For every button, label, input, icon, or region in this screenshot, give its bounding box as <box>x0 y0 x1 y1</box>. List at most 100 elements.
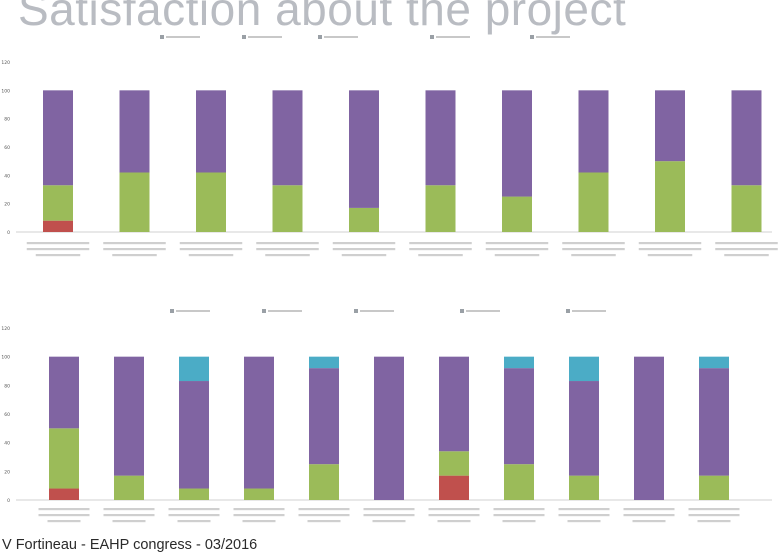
bar-segment <box>309 357 339 368</box>
category-label-blur <box>689 514 740 516</box>
bar-segment <box>569 357 599 381</box>
category-label-blur <box>624 514 675 516</box>
category-label-blur <box>724 254 769 256</box>
y-tick-label: 80 <box>4 117 10 123</box>
category-label-blur <box>418 254 463 256</box>
chart-1: 0 20 40 60 80 100 120 <box>1 35 777 256</box>
chart-2: 0 20 40 60 80 100 120 <box>1 309 772 522</box>
bar-segment <box>43 221 73 232</box>
category-label-blur <box>299 508 350 510</box>
bar-segment <box>426 90 456 185</box>
bar-segment <box>49 357 79 429</box>
category-label-blur <box>503 520 536 522</box>
bar-segment <box>579 90 609 172</box>
y-tick-label: 80 <box>4 383 10 389</box>
category-label-blur <box>180 242 243 244</box>
bar-segment <box>426 185 456 232</box>
category-label-blur <box>256 248 319 250</box>
legend-swatch <box>160 35 164 39</box>
bar-segment <box>504 368 534 464</box>
category-label-blur <box>715 242 778 244</box>
category-label-blur <box>169 508 220 510</box>
legend-swatch <box>430 35 434 39</box>
category-label-blur <box>113 520 146 522</box>
category-label-blur <box>648 254 693 256</box>
category-label-blur <box>234 508 285 510</box>
bar-segment <box>569 381 599 476</box>
bar-segment <box>114 357 144 476</box>
legend-label-blur <box>324 36 358 38</box>
bar-segment <box>309 464 339 500</box>
bar-segment <box>502 90 532 196</box>
bar-segment <box>43 185 73 220</box>
bar-segment <box>120 90 150 172</box>
category-label-blur <box>438 520 471 522</box>
category-label-blur <box>256 242 319 244</box>
legend-label-blur <box>166 36 200 38</box>
category-label-blur <box>104 514 155 516</box>
legend-swatch <box>170 309 174 313</box>
bar-segment <box>439 476 469 500</box>
bar-segment <box>655 161 685 232</box>
legend-swatch <box>354 309 358 313</box>
bar-segment <box>502 197 532 232</box>
bar-segment <box>504 357 534 368</box>
bar-segment <box>732 185 762 232</box>
category-label-blur <box>27 248 90 250</box>
y-tick-label: 0 <box>7 498 10 504</box>
bar-segment <box>179 357 209 381</box>
category-label-blur <box>178 520 211 522</box>
legend-label-blur <box>436 36 470 38</box>
category-label-blur <box>364 508 415 510</box>
category-label-blur <box>104 508 155 510</box>
category-label-blur <box>39 514 90 516</box>
legend-label-blur <box>536 36 570 38</box>
bar-segment <box>699 368 729 476</box>
legend-swatch <box>530 35 534 39</box>
category-label-blur <box>333 242 396 244</box>
category-label-blur <box>689 508 740 510</box>
category-label-blur <box>265 254 310 256</box>
bar-segment <box>179 489 209 500</box>
category-label-blur <box>409 248 472 250</box>
category-label-blur <box>299 514 350 516</box>
category-label-blur <box>495 254 540 256</box>
y-tick-label: 20 <box>4 202 10 208</box>
category-label-blur <box>571 254 616 256</box>
bar-segment <box>244 357 274 489</box>
bar-segment <box>273 185 303 232</box>
category-label-blur <box>333 248 396 250</box>
category-label-blur <box>39 508 90 510</box>
legend-label-blur <box>572 310 606 312</box>
bar-segment <box>273 90 303 185</box>
y-tick-label: 60 <box>4 412 10 418</box>
bar-segment <box>309 368 339 464</box>
y-tick-label: 40 <box>4 441 10 447</box>
bar-segment <box>349 90 379 208</box>
category-label-blur <box>364 514 415 516</box>
bar-segment <box>504 464 534 500</box>
y-tick-label: 40 <box>4 173 10 179</box>
footer-text: V Fortineau - EAHP congress - 03/2016 <box>2 537 257 553</box>
category-label-blur <box>189 254 234 256</box>
category-label-blur <box>103 242 166 244</box>
category-label-blur <box>429 508 480 510</box>
category-label-blur <box>562 242 625 244</box>
bar-segment <box>699 476 729 500</box>
y-tick-label: 100 <box>1 355 10 361</box>
legend-label-blur <box>176 310 210 312</box>
bar-segment <box>374 357 404 500</box>
category-label-blur <box>698 520 731 522</box>
category-label-blur <box>562 248 625 250</box>
category-label-blur <box>112 254 157 256</box>
bar-segment <box>699 357 729 368</box>
category-label-blur <box>342 254 387 256</box>
category-label-blur <box>494 508 545 510</box>
bar-segment <box>196 173 226 233</box>
category-label-blur <box>169 514 220 516</box>
category-label-blur <box>639 248 702 250</box>
bar-segment <box>569 476 599 500</box>
legend-label-blur <box>248 36 282 38</box>
category-label-blur <box>429 514 480 516</box>
